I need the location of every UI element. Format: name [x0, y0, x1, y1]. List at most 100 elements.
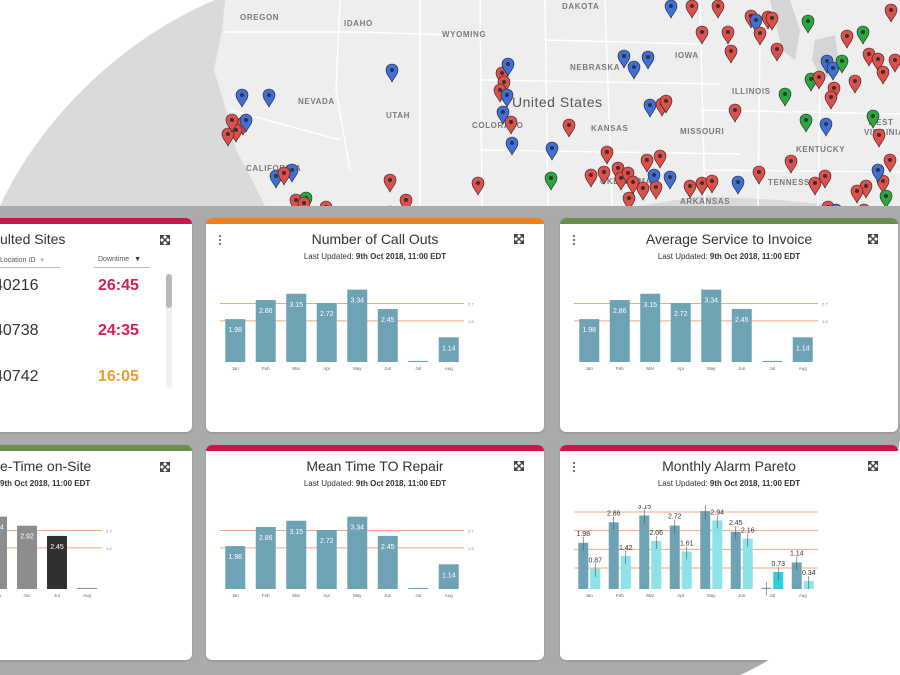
map-pin-icon[interactable] [505, 136, 519, 156]
menu-icon[interactable] [218, 234, 222, 246]
map-pin-icon[interactable] [636, 181, 650, 201]
map-pin-icon[interactable] [770, 42, 784, 62]
site-map[interactable]: OREGON IDAHO WYOMING DAKOTA NEBRASKA IOWA NEVA… [0, 0, 900, 206]
map-pin-icon[interactable] [562, 118, 576, 138]
map-pin-icon[interactable] [801, 14, 815, 34]
map-pin-icon[interactable] [871, 163, 885, 183]
expand-icon[interactable] [868, 461, 878, 471]
expand-icon[interactable] [160, 462, 170, 472]
map-pin-icon[interactable] [695, 176, 709, 196]
map-pin-icon[interactable] [597, 165, 611, 185]
map-pin-icon[interactable] [876, 174, 890, 194]
expand-icon[interactable] [514, 461, 524, 471]
expand-icon[interactable] [514, 234, 524, 244]
map-pin-icon[interactable] [819, 117, 833, 137]
map-pin-icon[interactable] [883, 153, 897, 173]
pin-dot [733, 108, 737, 112]
map-pin-icon[interactable] [235, 88, 249, 108]
column-header-location[interactable]: Location ID ▾ [0, 256, 44, 264]
map-pin-icon[interactable] [858, 203, 870, 206]
map-pin-icon[interactable] [399, 193, 413, 206]
expand-icon[interactable] [868, 234, 878, 244]
map-pin-icon[interactable] [888, 53, 900, 73]
map-pin-icon[interactable] [297, 196, 311, 206]
map-pin-icon[interactable] [664, 0, 678, 19]
map-pin-icon[interactable] [848, 74, 862, 94]
map-pin-icon[interactable] [685, 0, 699, 19]
map-pin-icon[interactable] [385, 63, 399, 83]
scrollbar-track[interactable] [166, 274, 172, 388]
map-pin-icon[interactable] [721, 25, 735, 45]
map-pin-icon[interactable] [826, 61, 840, 81]
map-pin-icon[interactable] [643, 98, 657, 118]
map-pin-icon[interactable] [835, 54, 849, 74]
map-pin-icon[interactable] [749, 13, 763, 33]
map-pin-icon[interactable] [753, 26, 767, 46]
map-pin-icon[interactable] [493, 83, 507, 103]
map-pin-icon[interactable] [617, 49, 631, 69]
map-pin-icon[interactable] [471, 176, 485, 196]
map-pin-icon[interactable] [731, 175, 745, 195]
map-pin-icon[interactable] [695, 25, 709, 45]
map-pin-icon[interactable] [765, 11, 779, 31]
map-pin-icon[interactable] [659, 94, 673, 114]
map-pin-icon[interactable] [879, 189, 893, 206]
map-pin-icon[interactable] [821, 200, 835, 206]
map-pin-icon[interactable] [277, 166, 291, 186]
map-pin-icon[interactable] [500, 88, 514, 108]
map-pin-icon[interactable] [627, 60, 641, 80]
map-pin-icon[interactable] [663, 170, 677, 190]
map-pin-icon[interactable] [871, 52, 885, 72]
map-pin-icon[interactable] [319, 200, 333, 206]
map-pin-icon[interactable] [872, 128, 886, 148]
map-pin-icon[interactable] [850, 184, 864, 204]
column-header-downtime[interactable]: Downtime ▼ [98, 256, 141, 263]
map-pin-icon[interactable] [647, 168, 661, 188]
map-pin-icon[interactable] [649, 180, 663, 200]
map-canvas[interactable]: OREGON IDAHO WYOMING DAKOTA NEBRASKA IOWA NEVA… [0, 0, 900, 206]
map-pin-icon[interactable] [622, 191, 636, 206]
map-pin-icon[interactable] [856, 25, 870, 45]
map-pin-icon[interactable] [866, 109, 880, 129]
map-pin-icon[interactable] [884, 3, 898, 23]
map-pin-icon[interactable] [626, 175, 640, 195]
expand-icon[interactable] [160, 235, 170, 245]
map-pin-icon[interactable] [705, 174, 719, 194]
map-pin-icon[interactable] [221, 127, 235, 147]
map-pin-icon[interactable] [641, 50, 655, 70]
pin-body [876, 174, 890, 194]
map-pin-icon[interactable] [812, 70, 826, 90]
map-pin-icon[interactable] [640, 153, 654, 173]
map-pin-icon[interactable] [501, 57, 515, 77]
map-pin-icon[interactable] [600, 145, 614, 165]
map-pin-icon[interactable] [496, 105, 510, 125]
map-pin-icon[interactable] [683, 179, 697, 199]
map-pin-icon[interactable] [711, 0, 725, 19]
map-pin-icon[interactable] [752, 165, 766, 185]
map-pin-icon[interactable] [239, 113, 253, 133]
map-pin-icon[interactable] [728, 103, 742, 123]
map-pin-icon[interactable] [544, 171, 558, 191]
tick-label: Jul [415, 593, 421, 598]
map-pin-icon[interactable] [504, 115, 518, 135]
map-pin-icon[interactable] [262, 88, 276, 108]
scrollbar-thumb[interactable] [166, 274, 172, 308]
map-pin-icon[interactable] [584, 168, 598, 188]
pin-dot [567, 123, 571, 127]
map-pin-icon[interactable] [653, 149, 667, 169]
map-pin-icon[interactable] [840, 29, 854, 49]
map-pin-icon[interactable] [808, 176, 822, 196]
map-pin-icon[interactable] [818, 169, 832, 189]
menu-icon[interactable] [572, 461, 576, 473]
menu-icon[interactable] [572, 234, 576, 246]
map-pin-icon[interactable] [724, 44, 738, 64]
map-pin-icon[interactable] [784, 154, 798, 174]
map-pin-icon[interactable] [545, 141, 559, 161]
map-pin-icon[interactable] [799, 113, 813, 133]
map-pin-icon[interactable] [225, 113, 239, 133]
map-pin-icon[interactable] [383, 173, 397, 193]
map-pin-icon[interactable] [824, 90, 838, 110]
map-pin-icon[interactable] [876, 65, 890, 85]
map-pin-icon[interactable] [778, 87, 792, 107]
map-pin-icon[interactable] [830, 203, 842, 206]
